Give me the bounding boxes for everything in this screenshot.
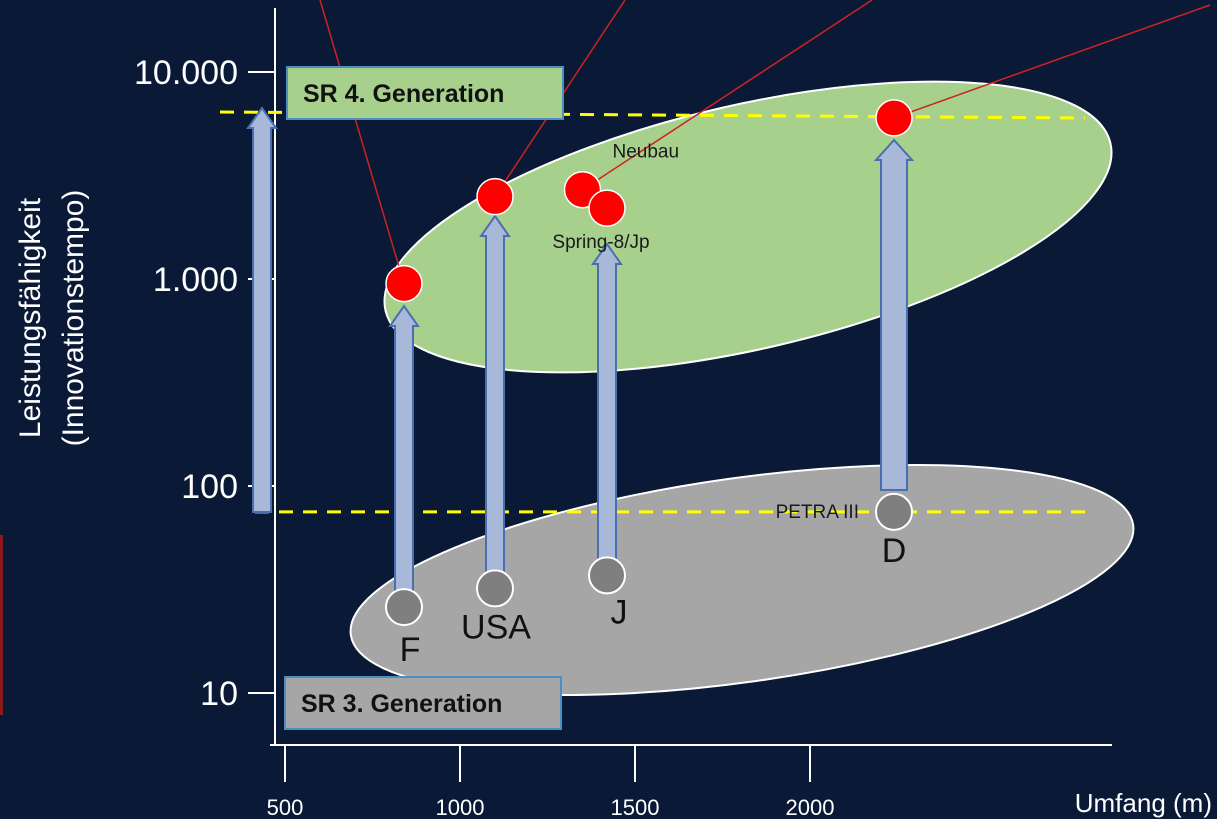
- point-4th-gen-0: [385, 264, 423, 303]
- point-label-4th-2: Neubau: [613, 142, 680, 163]
- point-4th-gen-3: [588, 189, 626, 227]
- upgrade-arrow-0: [388, 304, 420, 594]
- point-4th-gen-4: [875, 99, 913, 137]
- y-tick-label-1: 100: [181, 468, 238, 506]
- x-axis-title: Umfang (m): [1075, 788, 1212, 818]
- y-tick-label-0: 10: [200, 675, 238, 713]
- point-4th-gen-1: [476, 177, 514, 216]
- region-3rd-generation: [349, 464, 1135, 696]
- leader-line-2: [582, 0, 873, 191]
- x-tick-label-2: 1500: [611, 795, 660, 819]
- x-tick-label-3: 2000: [786, 795, 835, 819]
- point-annotation-3rd-3: PETRA III: [776, 502, 859, 523]
- point-label-3rd-3: D: [882, 532, 907, 570]
- upgrade-arrow-1: [479, 214, 511, 573]
- region-3-label: SR 3. Generation: [301, 690, 502, 718]
- upgrade-arrow-2: [591, 242, 623, 564]
- point-label-3rd-2: J: [611, 593, 628, 631]
- y-tick-label-3: 10.000: [134, 54, 238, 92]
- region-4-label: SR 4. Generation: [303, 80, 504, 108]
- region-3-label-box: [284, 676, 562, 730]
- point-3rd-gen-2: [588, 556, 626, 595]
- point-label-3rd-0: F: [400, 631, 421, 669]
- point-3rd-gen-0: [385, 588, 423, 627]
- region-4th-generation: [383, 80, 1113, 374]
- y-tick-label-2: 1.000: [153, 261, 238, 299]
- generation-span-arrow: [246, 106, 278, 513]
- region-4-label-box: [286, 66, 564, 120]
- y-axis-title: Leistungsfähigkeit: [14, 197, 47, 438]
- y-axis-title-sub: (Innovationstempo): [57, 190, 90, 447]
- point-label-4th-3: Spring-8/Jp: [552, 232, 649, 253]
- point-label-3rd-1: USA: [461, 608, 531, 646]
- upgrade-arrow-3: [873, 138, 915, 491]
- leader-line-3: [893, 4, 1211, 119]
- accent-bar: [0, 535, 3, 715]
- x-tick-label-0: 500: [267, 795, 304, 819]
- point-3rd-gen-3: [875, 492, 913, 531]
- x-tick-label-1: 1000: [436, 795, 485, 819]
- point-3rd-gen-1: [476, 569, 514, 608]
- leader-line-0: [319, 0, 405, 284]
